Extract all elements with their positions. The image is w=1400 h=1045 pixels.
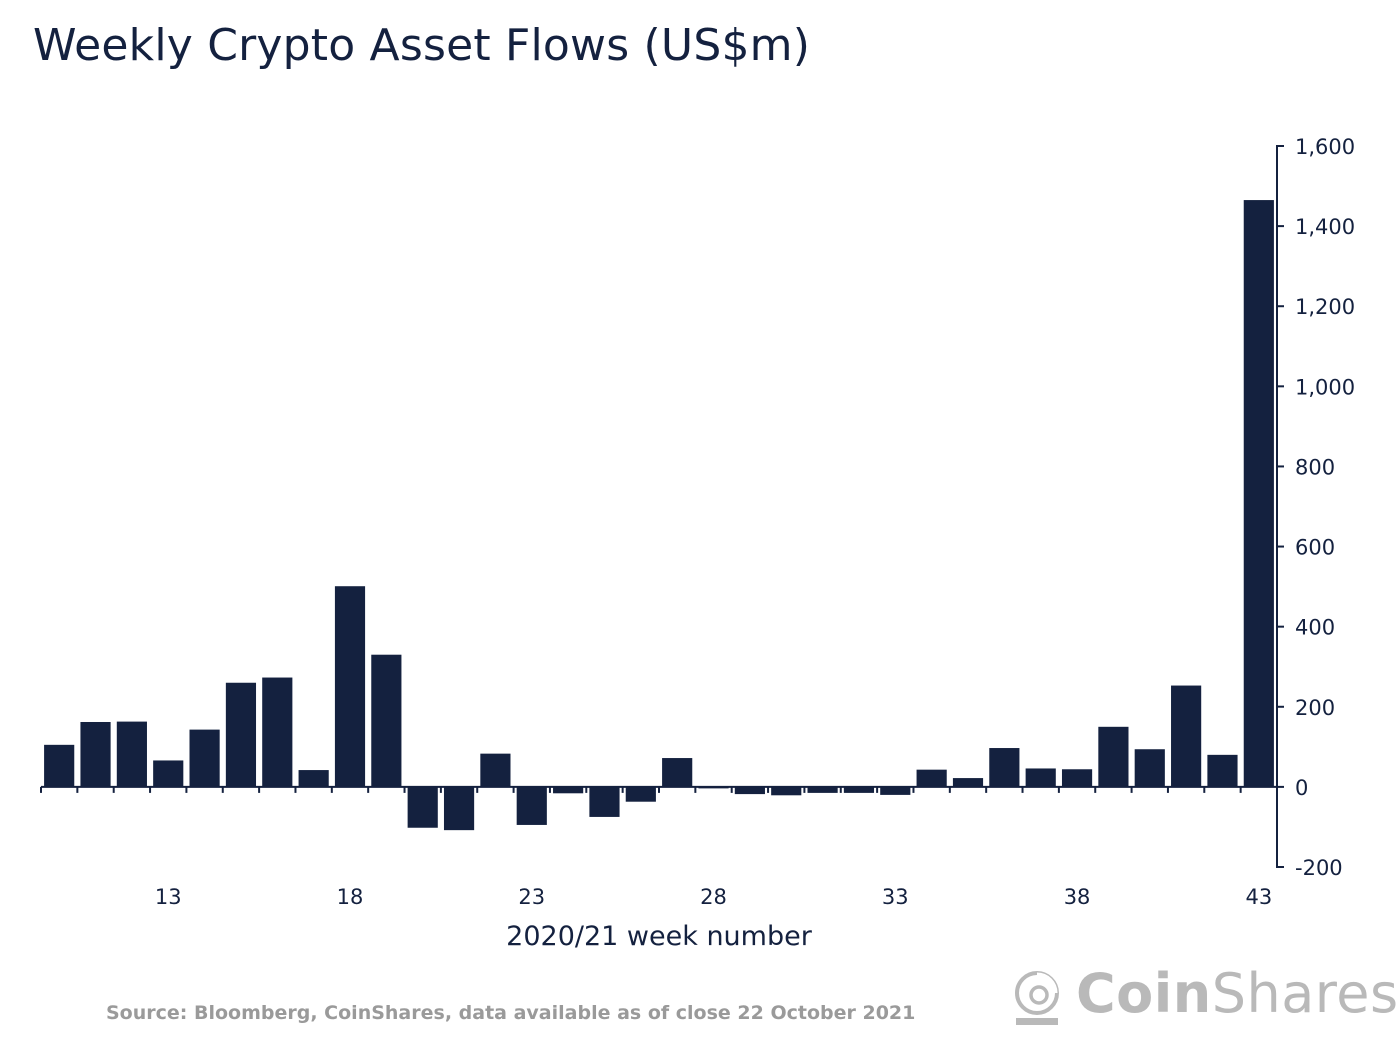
x-tick-label: 43 <box>1245 885 1272 909</box>
bar-week-42 <box>1207 754 1238 787</box>
x-axis: 13 18 23 28 33 38 43 <box>40 785 1278 909</box>
bar-week-38 <box>1061 769 1093 787</box>
bar-week-37 <box>1025 768 1056 787</box>
x-tick-label: 23 <box>518 885 545 909</box>
y-tick-label: 800 <box>1295 455 1335 479</box>
x-axis-label: 2020/21 week number <box>506 921 813 952</box>
bar-week-41 <box>1171 685 1202 787</box>
bar-week-27 <box>662 758 693 787</box>
chart-title: Weekly Crypto Asset Flows (US$m) <box>33 20 811 71</box>
bar-week-40 <box>1134 749 1165 787</box>
bar-week-24 <box>553 786 584 794</box>
bar-week-15 <box>225 682 257 787</box>
y-tick-label: 0 <box>1295 776 1308 800</box>
bar-week-33 <box>880 786 911 795</box>
bar-week-12 <box>116 721 147 787</box>
coinshares-logo: CoinShares <box>1012 962 1398 1032</box>
y-tick-label: 400 <box>1295 616 1335 640</box>
bar-week-16 <box>262 677 293 787</box>
bar-week-23 <box>516 786 547 825</box>
bar-week-11 <box>80 721 111 787</box>
y-tick-label: 1,600 <box>1295 135 1355 159</box>
bar-week-17 <box>298 770 329 787</box>
bar-week-13 <box>153 760 184 787</box>
y-tick-label: 1,200 <box>1295 295 1355 319</box>
bar-week-29 <box>734 786 765 795</box>
bar-week-34 <box>916 769 947 787</box>
source-note: Source: Bloomberg, CoinShares, data avai… <box>106 1002 916 1024</box>
y-tick-label: 1,000 <box>1295 375 1355 399</box>
y-tick-label: -200 <box>1295 856 1343 880</box>
y-tick-label: 600 <box>1295 536 1335 560</box>
y-axis: 1,600 1,400 1,200 1,000 800 600 400 200 0 -200 <box>1276 135 1355 880</box>
bar-week-36 <box>989 748 1020 787</box>
bar-week-31 <box>807 786 838 793</box>
x-tick-label: 13 <box>155 885 182 909</box>
logo-word-shares: Shares <box>1211 962 1399 1025</box>
bar-week-20 <box>407 786 438 828</box>
bar-week-14 <box>189 729 220 787</box>
x-tick-label: 28 <box>700 885 727 909</box>
bar-week-22 <box>480 753 511 787</box>
x-tick-label: 38 <box>1064 885 1091 909</box>
bar-series <box>44 200 1274 831</box>
y-tick-label: 1,400 <box>1295 215 1355 239</box>
y-tick-label: 200 <box>1295 696 1335 720</box>
logo-word-coin: Coin <box>1076 962 1212 1025</box>
bar-week-21 <box>443 786 475 831</box>
x-tick-label: 33 <box>882 885 909 909</box>
bar-week-30 <box>771 786 802 796</box>
bar-week-39 <box>1098 726 1129 787</box>
logo-wordmark: CoinShares <box>1076 962 1399 1025</box>
bar-week-32 <box>843 786 875 793</box>
bar-week-18 <box>334 586 366 787</box>
coinshares-logo-icon <box>1015 971 1059 1025</box>
bar-week-43 <box>1243 200 1274 787</box>
bar-week-10 <box>44 744 75 787</box>
bar-week-35 <box>952 778 984 787</box>
bar-week-25 <box>589 786 620 817</box>
x-tick-label: 18 <box>337 885 364 909</box>
bar-week-26 <box>625 786 656 802</box>
bar-week-19 <box>371 654 402 787</box>
